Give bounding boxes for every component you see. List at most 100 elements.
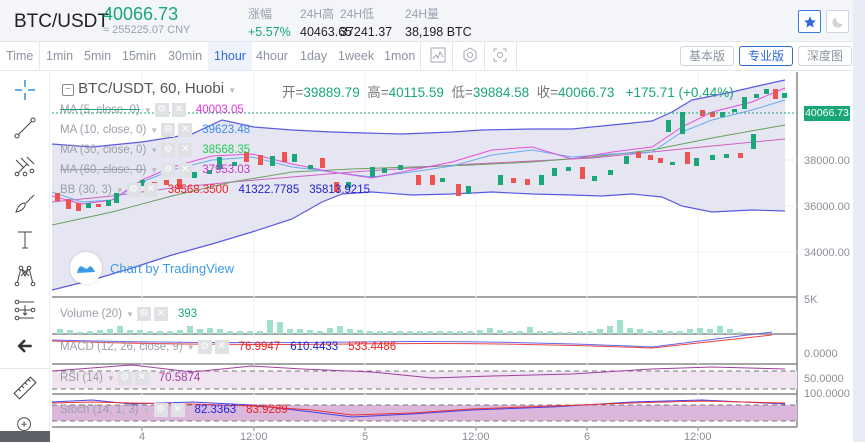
indicator-macd[interactable]: MACD (12, 26, close, 9) ▼ ⚙ ✕ 76.9947 610.… — [60, 340, 396, 354]
timeframe-30min[interactable]: 30min — [168, 49, 203, 63]
indicator-ma60[interactable]: MA (60, close, 0) ▼ ⚙ ✕ 37953.03 — [60, 163, 250, 177]
indicator-volume[interactable]: Volume (20) ▼ ⚙ ✕ 393 — [60, 307, 197, 321]
pair-name: BTC/USDT — [14, 11, 109, 32]
gear-icon[interactable]: ⚙ — [136, 307, 151, 321]
timeframe-4hour[interactable]: 4hour — [256, 49, 288, 63]
view-depth-button[interactable]: 深度图 — [798, 46, 853, 66]
timeframe-time[interactable]: Time — [6, 49, 34, 63]
stat-value: 37241.37 — [340, 25, 393, 39]
close-icon[interactable]: ✕ — [214, 340, 229, 354]
volume-axis-label: 5K — [804, 294, 818, 306]
chart-title: BTC/USDT, 60, Huobi — [78, 80, 225, 97]
stat-label: 涨幅 — [248, 7, 273, 21]
price-axis-label: 34000.00 — [804, 247, 850, 259]
timeframe-1min[interactable]: 1min — [46, 49, 74, 63]
text-tool[interactable] — [9, 224, 41, 256]
timeframe-5min[interactable]: 5min — [84, 49, 112, 63]
gear-icon[interactable]: ⚙ — [117, 371, 132, 385]
timeframe-1mon[interactable]: 1mon — [384, 49, 416, 63]
zoom-in-icon — [17, 417, 31, 432]
timeframe-1hour[interactable]: 1hour — [208, 42, 252, 70]
tradingview-watermark[interactable]: Chart by TradingView — [70, 252, 234, 284]
favorite-button[interactable] — [798, 10, 821, 33]
close-icon[interactable]: ✕ — [170, 403, 185, 417]
close-icon[interactable]: ✕ — [171, 103, 186, 117]
back-button[interactable] — [9, 330, 41, 362]
indicator-name: Volume (20) — [60, 308, 123, 320]
timeframe-1week[interactable]: 1week — [338, 49, 375, 63]
close-icon[interactable]: ✕ — [153, 307, 168, 321]
chevron-down-icon[interactable]: ▼ — [186, 342, 195, 352]
high-value: 40115.59 — [388, 85, 444, 100]
pattern-tool[interactable] — [9, 260, 41, 292]
chevron-down-icon[interactable]: ▼ — [150, 145, 159, 155]
indicator-ma10[interactable]: MA (10, close, 0) ▼ ⚙ ✕ 39623.48 — [60, 123, 250, 137]
fullscreen-button[interactable] — [491, 46, 511, 66]
current-price-tag: 40066.73 — [804, 106, 850, 121]
close-icon[interactable]: ✕ — [178, 123, 193, 137]
close-icon[interactable]: ✕ — [178, 143, 193, 157]
change-value: +175.71 (+0.44%) — [625, 85, 734, 100]
drawing-toolbar — [0, 72, 50, 442]
collapse-toolbar-button[interactable] — [0, 431, 50, 442]
indicator-ma30[interactable]: MA (30, close, 0) ▼ ⚙ ✕ 38568.35 — [60, 143, 250, 157]
indicator-name: MA (30, close, 0) — [60, 144, 147, 156]
pitchfork-tool[interactable] — [9, 150, 41, 182]
gear-icon[interactable]: ⚙ — [161, 123, 176, 137]
chevron-down-icon[interactable]: ▼ — [126, 309, 134, 319]
indicator-value: 41322.7785 — [238, 184, 300, 196]
collapse-legend-icon[interactable]: − — [62, 84, 74, 96]
ruler-tool[interactable] — [9, 372, 41, 404]
timeframe-15min[interactable]: 15min — [122, 49, 157, 63]
right-scrollbar[interactable] — [853, 0, 865, 442]
close-icon[interactable]: ✕ — [178, 163, 193, 177]
gear-icon[interactable]: ⚙ — [153, 403, 168, 417]
indicator-bb[interactable]: BB (30, 3) ▼ ⚙ ✕ 38568.3500 41322.7785 358… — [60, 183, 370, 197]
brush-icon — [15, 194, 35, 213]
gear-icon[interactable]: ⚙ — [161, 163, 176, 177]
chart-canvas[interactable] — [52, 72, 865, 442]
back-arrow-icon — [17, 339, 32, 353]
chevron-down-icon[interactable]: ▼ — [228, 86, 237, 95]
indicator-value: 35813.9215 — [309, 184, 370, 196]
settings-icon — [463, 47, 477, 63]
close-icon[interactable]: ✕ — [143, 183, 158, 197]
gear-icon[interactable]: ⚙ — [197, 340, 212, 354]
gear-icon[interactable]: ⚙ — [126, 183, 141, 197]
symbol-legend[interactable]: − BTC/USDT, 60, Huobi ▼ — [62, 80, 236, 97]
chevron-down-icon[interactable]: ▼ — [106, 373, 115, 383]
chevron-down-icon[interactable]: ▼ — [142, 405, 151, 415]
view-basic-button[interactable]: 基本版 — [680, 46, 735, 66]
indicator-value: 37953.03 — [202, 164, 251, 176]
trendline-tool[interactable] — [9, 112, 41, 144]
indicator-ma5[interactable]: MA (5, close, 0) ▼ ⚙ ✕ 40003.05 — [60, 103, 244, 117]
time-axis-label: 6 — [584, 431, 591, 443]
indicator-value: 393 — [177, 308, 198, 320]
theme-toggle-button[interactable] — [826, 10, 849, 33]
settings-button[interactable] — [461, 46, 481, 66]
indicator-value: 533.4486 — [348, 341, 397, 353]
price-axis-label: 36000.00 — [804, 201, 850, 213]
chevron-down-icon[interactable]: ▼ — [143, 105, 152, 115]
indicator-stoch[interactable]: Stoch (14, 1, 3) ▼ ⚙ ✕ 82.3363 83.9289 — [60, 403, 288, 417]
divider — [484, 42, 485, 70]
chevron-down-icon[interactable]: ▼ — [150, 125, 159, 135]
zoom-in-tool[interactable] — [9, 410, 41, 442]
trendline-icon — [14, 117, 36, 139]
indicator-name: MA (5, close, 0) — [60, 104, 140, 116]
chevron-down-icon[interactable]: ▼ — [150, 165, 159, 175]
timeframe-1day[interactable]: 1day — [300, 49, 328, 63]
chevron-down-icon[interactable]: ▼ — [115, 185, 124, 195]
brush-tool[interactable] — [9, 188, 41, 220]
gear-icon[interactable]: ⚙ — [154, 103, 169, 117]
gear-icon[interactable]: ⚙ — [161, 143, 176, 157]
indicator-rsi[interactable]: RSI (14) ▼ ⚙ ✕ 70.5874 — [60, 371, 200, 385]
crosshair-tool[interactable] — [9, 74, 41, 106]
fib-tool[interactable] — [9, 294, 41, 326]
stat-value: 38,198 BTC — [405, 25, 472, 39]
chart-area[interactable]: − BTC/USDT, 60, Huobi ▼ 开=39889.79 高=401… — [52, 72, 865, 443]
view-pro-button[interactable]: 专业版 — [739, 46, 794, 66]
chart-type-button[interactable] — [429, 46, 449, 66]
time-axis-label: 5 — [362, 431, 369, 443]
close-icon[interactable]: ✕ — [134, 371, 149, 385]
